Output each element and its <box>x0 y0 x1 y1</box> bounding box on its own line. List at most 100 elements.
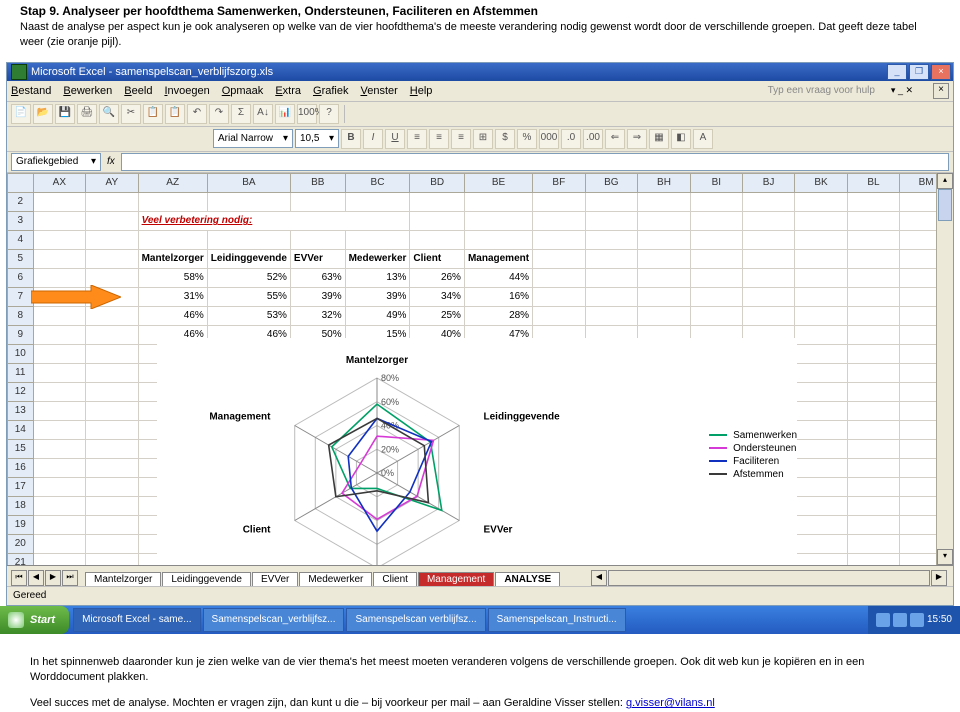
cell[interactable] <box>742 192 794 211</box>
cell[interactable] <box>86 363 138 382</box>
cell[interactable] <box>533 249 585 268</box>
start-button[interactable]: Start <box>0 606 69 634</box>
toolbar-button[interactable]: ? <box>319 104 339 124</box>
name-box[interactable]: Grafiekgebied▾ <box>11 153 101 171</box>
cell[interactable] <box>847 458 899 477</box>
cell[interactable] <box>847 192 899 211</box>
cell[interactable] <box>742 211 794 230</box>
cell[interactable] <box>290 192 345 211</box>
cell[interactable] <box>533 268 585 287</box>
cell[interactable] <box>795 382 848 401</box>
format-button[interactable]: U <box>385 129 405 149</box>
cell[interactable]: 44% <box>464 268 532 287</box>
cell[interactable]: 34% <box>410 287 465 306</box>
cell[interactable] <box>795 553 848 565</box>
cell[interactable]: 55% <box>207 287 290 306</box>
cell[interactable]: 16% <box>464 287 532 306</box>
col-header[interactable]: BB <box>290 173 345 192</box>
format-button[interactable]: ⇐ <box>605 129 625 149</box>
cell[interactable] <box>533 192 585 211</box>
col-header[interactable]: BD <box>410 173 465 192</box>
cell[interactable] <box>533 287 585 306</box>
cell[interactable]: 13% <box>345 268 410 287</box>
row-header[interactable]: 12 <box>8 382 34 401</box>
cell[interactable] <box>742 230 794 249</box>
row-header[interactable]: 19 <box>8 515 34 534</box>
taskbar-item[interactable]: Samenspelscan verblijfsz... <box>346 608 485 632</box>
cell[interactable] <box>847 496 899 515</box>
cell[interactable] <box>847 306 899 325</box>
cell[interactable] <box>86 306 138 325</box>
cell[interactable]: 31% <box>138 287 207 306</box>
taskbar-item[interactable]: Samenspelscan_verblijfsz... <box>203 608 345 632</box>
cell[interactable] <box>33 249 86 268</box>
cell[interactable] <box>33 496 86 515</box>
cell[interactable] <box>33 515 86 534</box>
format-button[interactable]: .0 <box>561 129 581 149</box>
format-button[interactable]: ⇒ <box>627 129 647 149</box>
cell[interactable] <box>638 287 691 306</box>
cell[interactable] <box>638 211 691 230</box>
cell[interactable] <box>795 230 848 249</box>
cell[interactable] <box>86 325 138 344</box>
row-header[interactable]: 5 <box>8 249 34 268</box>
format-button[interactable]: ◧ <box>671 129 691 149</box>
cell[interactable] <box>86 420 138 439</box>
cell[interactable] <box>585 268 638 287</box>
cell[interactable]: 26% <box>410 268 465 287</box>
cell[interactable] <box>86 211 138 230</box>
tray-icon[interactable] <box>876 613 890 627</box>
row-header[interactable]: 15 <box>8 439 34 458</box>
cell[interactable] <box>86 515 138 534</box>
taskbar-item[interactable]: Microsoft Excel - same... <box>73 608 200 632</box>
cell[interactable] <box>638 306 691 325</box>
menu-extra[interactable]: Extra <box>275 85 301 97</box>
cell[interactable] <box>847 249 899 268</box>
toolbar-button[interactable]: 100% <box>297 104 317 124</box>
cell[interactable] <box>795 458 848 477</box>
cell[interactable] <box>795 287 848 306</box>
row-header[interactable]: 2 <box>8 192 34 211</box>
cell[interactable] <box>795 439 848 458</box>
system-tray[interactable]: 15:50 <box>868 606 960 634</box>
menu-help[interactable]: Help <box>410 85 433 97</box>
row-header[interactable]: 18 <box>8 496 34 515</box>
row-header[interactable]: 3 <box>8 211 34 230</box>
cell[interactable] <box>33 344 86 363</box>
cell[interactable] <box>795 325 848 344</box>
menu-bestand[interactable]: Bestand <box>11 85 51 97</box>
format-button[interactable]: .00 <box>583 129 603 149</box>
cell[interactable] <box>795 344 848 363</box>
vertical-scrollbar[interactable]: ▴ ▾ <box>936 173 953 565</box>
cell[interactable] <box>795 477 848 496</box>
cell[interactable]: 39% <box>345 287 410 306</box>
cell[interactable] <box>690 230 742 249</box>
col-header[interactable]: BF <box>533 173 585 192</box>
scroll-thumb[interactable] <box>938 189 952 221</box>
cell[interactable] <box>33 420 86 439</box>
cell[interactable] <box>207 230 290 249</box>
cell[interactable]: 53% <box>207 306 290 325</box>
format-button[interactable]: ≡ <box>429 129 449 149</box>
sheet-tab-client[interactable]: Client <box>373 572 417 586</box>
cell[interactable] <box>533 211 585 230</box>
hscroll-left-button[interactable]: ◀ <box>591 570 607 586</box>
format-button[interactable]: 000 <box>539 129 559 149</box>
cell[interactable] <box>847 211 899 230</box>
col-header[interactable]: AX <box>33 173 86 192</box>
cell[interactable] <box>690 268 742 287</box>
format-button[interactable]: ▦ <box>649 129 669 149</box>
cell[interactable] <box>86 401 138 420</box>
toolbar-button[interactable]: A↓ <box>253 104 273 124</box>
email-link[interactable]: g.visser@vilans.nl <box>626 697 715 709</box>
col-header[interactable]: AZ <box>138 173 207 192</box>
cell[interactable] <box>138 192 207 211</box>
row-header[interactable]: 20 <box>8 534 34 553</box>
cell[interactable]: Mantelzorger <box>138 249 207 268</box>
cell[interactable] <box>410 211 465 230</box>
menu-bewerken[interactable]: Bewerken <box>63 85 112 97</box>
scroll-up-button[interactable]: ▴ <box>937 173 953 189</box>
col-header[interactable]: BE <box>464 173 532 192</box>
cell[interactable] <box>795 192 848 211</box>
format-button[interactable]: % <box>517 129 537 149</box>
